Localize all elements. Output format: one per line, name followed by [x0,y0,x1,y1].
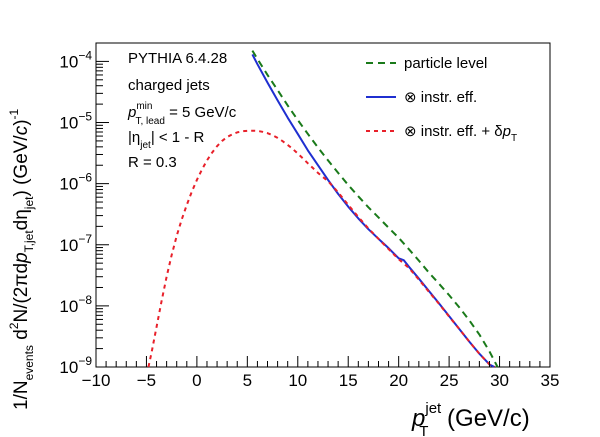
annotation-eta-sub: jet [139,140,151,151]
legend: particle level ⊗ instr. eff. ⊗ instr. ef… [366,55,517,144]
x-tick-label: 30 [490,371,509,390]
y-axis-title-part: d [11,329,32,345]
y-axis-title-part: p [11,252,32,264]
plot-frame [95,42,551,368]
x-axis-title-p: p [411,405,425,432]
y-axis-title: 1/Nevents d2N/(2πdpT,jetdηjet) (GeV/c)-1 [7,108,36,410]
y-axis-title-part: dη [11,209,32,230]
annotation-eta-open: |η [128,129,140,146]
annotation-generator: PYTHIA 6.4.28 [128,50,227,67]
y-tick-label: 10−5 [59,110,92,133]
x-tick-label: 0 [192,371,201,390]
annotation-ptmin-value: = 5 GeV/c [165,104,237,121]
series-layer [147,50,499,368]
y-axis-title-part: -1 [7,108,21,119]
y-tick-label: 10−6 [59,171,92,194]
legend-label-particle-level: particle level [404,55,487,72]
y-axis-title-part: 1/N [11,380,32,410]
y-axis-title-part: events [22,345,36,380]
legend-text-2-sub: T [511,133,517,144]
annotation-ptmin: pmin T, lead = 5 GeV/c [127,101,237,127]
y-axis-title-part: T,jet [22,230,36,253]
annotation-block: PYTHIA 6.4.28 charged jets pmin T, lead =… [127,50,237,171]
x-tick-label: 35 [541,371,560,390]
y-tick-label: 10−8 [59,293,92,316]
legend-text-2-p: p [502,123,511,140]
y-axis-title-part: 2 [7,322,21,329]
annotation-ptmin-sup: min [136,101,152,112]
series-line-particle-level [251,50,499,368]
x-tick-label: 25 [440,371,459,390]
legend-text-1: instr. eff. [417,89,478,106]
y-tick-label: 10−7 [59,232,92,255]
x-tick-label: 10 [288,371,307,390]
y-axis-title-part: jet [22,196,36,210]
legend-otimes-2: ⊗ [404,123,417,140]
annotation-jets: charged jets [128,77,210,94]
x-axis-title-sub: T [419,423,428,437]
y-axis-title-part: ) (GeV/ [11,135,32,197]
legend-label-instr-eff-dpt: ⊗ instr. eff. + δpT [404,123,517,144]
x-tick-label: 5 [243,371,252,390]
legend-text-2: instr. eff. + δ [417,123,503,140]
x-axis-title: pjet T (GeV/c) [411,400,530,437]
y-axis-title-part: N/(2πd [11,263,32,323]
y-axis-title-part: ) [11,119,32,125]
x-axis-title-unit: (GeV/c) [440,405,529,432]
x-tick-label: 15 [339,371,358,390]
series-line-instr-eff-dpt [147,129,495,368]
axis-layer: −10 −5 0 5 10 15 20 25 30 35 10−9 10−8 10−7 10−6 10−5 1… [59,42,560,390]
x-axis-title-sup: jet [424,400,442,417]
annotation-radius: R = 0.3 [128,154,177,171]
x-tick-label: −5 [137,371,156,390]
annotation-ptmin-sub: T, lead [135,116,164,127]
y-axis-title-part: c [11,125,32,135]
x-tick-label: 20 [389,371,408,390]
legend-otimes-1: ⊗ [404,89,417,106]
y-tick-label: 10−9 [59,354,92,377]
annotation-eta-close: | < 1 - R [151,129,205,146]
x-tick-label: −10 [82,371,111,390]
y-tick-label: 10−4 [59,48,92,71]
annotation-eta: |ηjet| < 1 - R [128,129,204,151]
annotation-ptmin-p: p [127,104,136,121]
legend-label-instr-eff: ⊗ instr. eff. [404,89,477,106]
